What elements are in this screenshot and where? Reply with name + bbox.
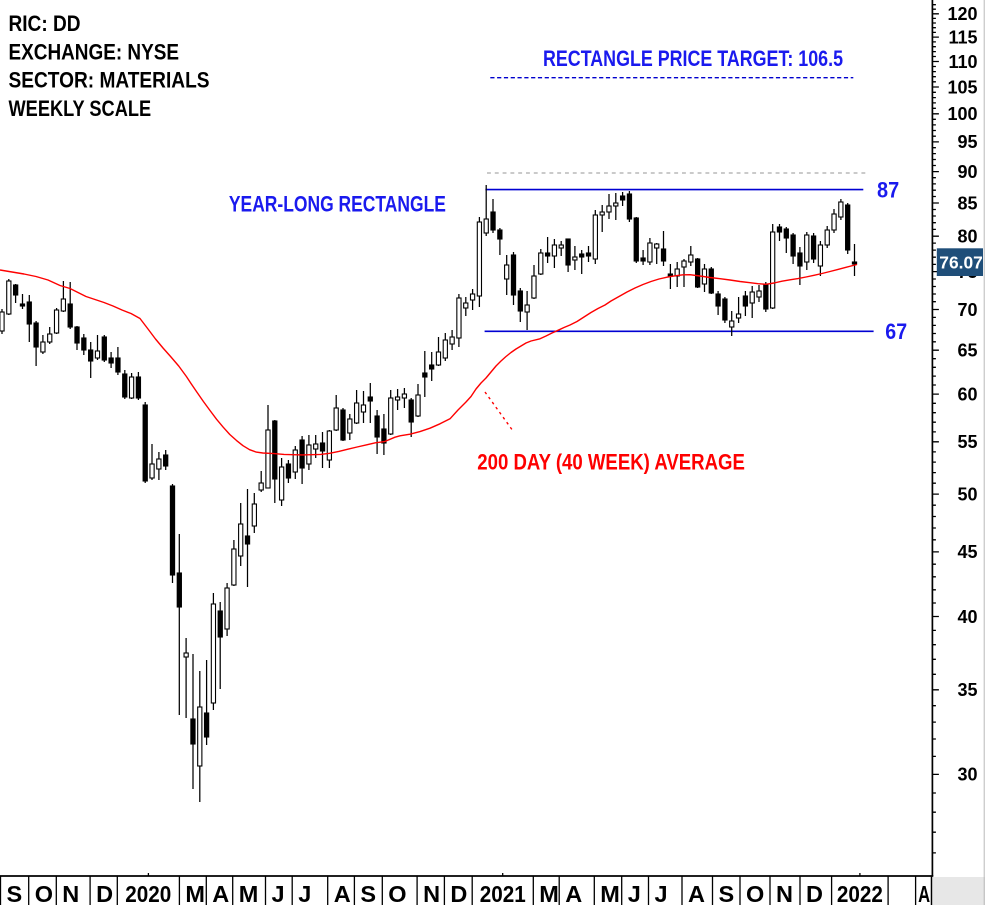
svg-text:J: J — [655, 881, 668, 905]
svg-text:N: N — [62, 881, 79, 905]
svg-text:65: 65 — [957, 341, 977, 361]
svg-text:60: 60 — [957, 384, 977, 404]
svg-text:O: O — [388, 881, 406, 905]
svg-text:D: D — [96, 881, 113, 905]
svg-text:A: A — [565, 881, 582, 905]
svg-text:90: 90 — [957, 162, 977, 182]
svg-text:50: 50 — [957, 484, 977, 504]
svg-text:110: 110 — [948, 52, 977, 72]
svg-text:A: A — [918, 881, 930, 905]
svg-text:D: D — [806, 881, 823, 905]
svg-text:80: 80 — [957, 227, 977, 247]
svg-text:N: N — [423, 881, 440, 905]
svg-text:30: 30 — [957, 765, 977, 785]
svg-text:95: 95 — [957, 132, 977, 152]
svg-text:M: M — [185, 881, 205, 905]
svg-text:S: S — [719, 881, 735, 905]
svg-text:EXCHANGE: NYSE: EXCHANGE: NYSE — [9, 39, 180, 64]
svg-text:76.07: 76.07 — [939, 252, 983, 272]
svg-text:87: 87 — [877, 178, 899, 203]
svg-text:J: J — [298, 881, 311, 905]
svg-text:40: 40 — [957, 607, 977, 627]
svg-text:35: 35 — [957, 680, 977, 700]
svg-text:A: A — [212, 881, 229, 905]
svg-text:RECTANGLE PRICE TARGET: 106.5: RECTANGLE PRICE TARGET: 106.5 — [543, 46, 843, 71]
svg-text:D: D — [450, 881, 467, 905]
svg-text:2022: 2022 — [837, 881, 883, 905]
svg-text:J: J — [272, 881, 285, 905]
svg-text:N: N — [776, 881, 793, 905]
svg-text:55: 55 — [957, 432, 977, 452]
svg-text:O: O — [746, 881, 764, 905]
svg-text:67: 67 — [885, 319, 907, 344]
svg-text:115: 115 — [948, 27, 977, 47]
svg-text:100: 100 — [947, 104, 977, 124]
svg-text:SECTOR: MATERIALS: SECTOR: MATERIALS — [9, 68, 210, 93]
svg-text:S: S — [360, 881, 376, 905]
svg-text:RIC: DD: RIC: DD — [9, 11, 81, 36]
svg-text:85: 85 — [957, 193, 977, 213]
svg-text:2020: 2020 — [125, 881, 171, 905]
svg-text:A: A — [688, 881, 705, 905]
svg-text:S: S — [7, 881, 23, 905]
svg-text:105: 105 — [947, 77, 977, 97]
svg-text:120: 120 — [947, 4, 977, 24]
svg-text:70: 70 — [957, 300, 977, 320]
svg-text:M: M — [239, 881, 259, 905]
svg-text:200 DAY (40 WEEK) AVERAGE: 200 DAY (40 WEEK) AVERAGE — [477, 450, 745, 475]
svg-text:J: J — [628, 881, 641, 905]
svg-text:YEAR-LONG RECTANGLE: YEAR-LONG RECTANGLE — [229, 192, 446, 217]
svg-text:O: O — [35, 881, 53, 905]
svg-text:A: A — [334, 881, 351, 905]
svg-text:M: M — [600, 881, 620, 905]
svg-text:WEEKLY SCALE: WEEKLY SCALE — [9, 96, 152, 121]
svg-text:2021: 2021 — [480, 881, 526, 905]
svg-text:M: M — [539, 881, 559, 905]
svg-text:45: 45 — [957, 542, 977, 562]
